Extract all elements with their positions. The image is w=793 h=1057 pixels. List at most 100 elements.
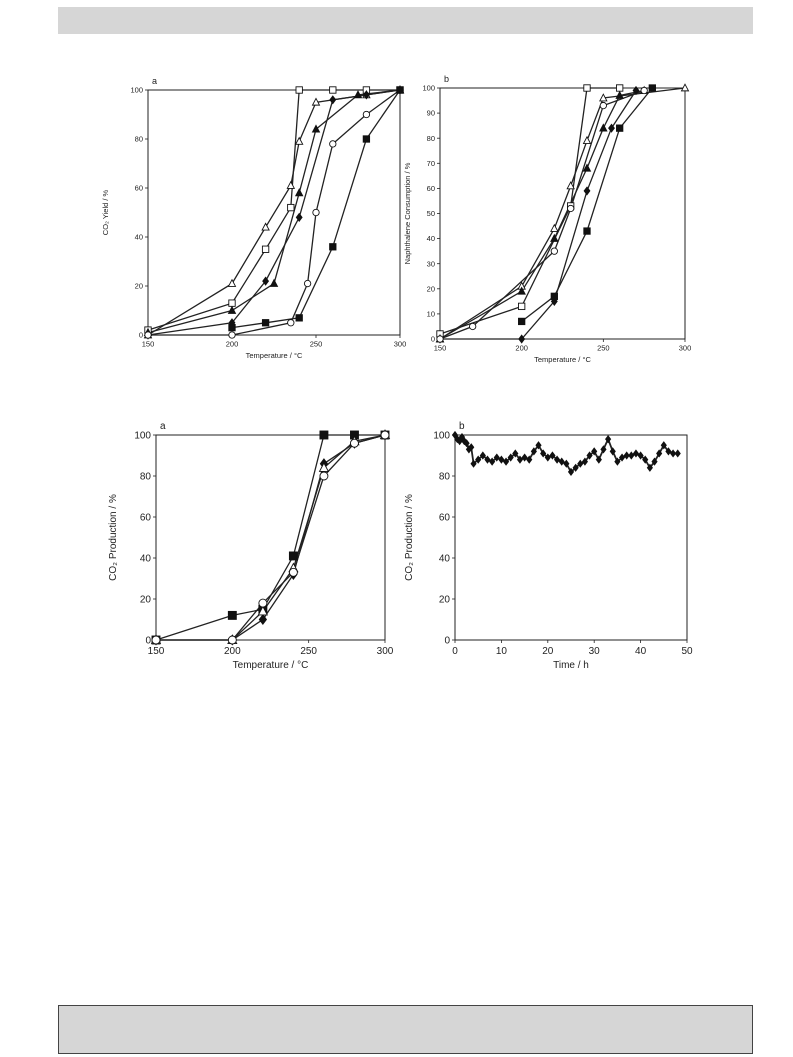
x-tick-label: 250	[597, 344, 610, 353]
y-tick-label: 80	[439, 472, 451, 483]
y-tick-label: 80	[140, 472, 152, 483]
data-point-triangle-open	[286, 180, 296, 189]
y-tick-label: 0	[444, 636, 450, 647]
series-line-diamond-filled	[156, 434, 386, 641]
x-axis-title: Temperature / °C	[534, 355, 591, 364]
data-point-square-filled	[227, 610, 237, 620]
y-tick-label: 0	[139, 331, 143, 340]
data-point-triangle-open	[261, 222, 270, 231]
y-tick-label: 20	[427, 284, 435, 293]
data-point-diamond-filled	[674, 449, 681, 458]
y-tick-label: 20	[439, 595, 451, 606]
data-point-triangle-filled	[294, 188, 304, 197]
data-point-diamond-filled	[468, 443, 475, 452]
x-tick-label: 150	[142, 340, 155, 349]
y-axis-title: Naphthalene Consumption / %	[403, 162, 412, 264]
data-point-square-open	[287, 203, 295, 212]
data-point-triangle-open	[311, 97, 321, 106]
data-point-diamond-filled	[484, 455, 491, 464]
data-point-triangle-filled	[353, 90, 363, 99]
x-tick-label: 200	[226, 340, 239, 349]
data-point-square-filled	[295, 314, 303, 322]
series-line-triangle-open	[439, 87, 686, 340]
data-point-diamond-filled	[258, 613, 268, 626]
y-tick-label: 80	[135, 135, 143, 144]
x-tick-label: 10	[496, 646, 508, 657]
data-point-diamond-filled	[479, 451, 486, 460]
y-tick-label: 20	[135, 282, 143, 291]
data-point-circle-open	[567, 204, 575, 213]
data-point-circle-open	[287, 319, 295, 327]
data-point-diamond-filled	[628, 451, 635, 460]
footer-band	[58, 1005, 753, 1054]
data-point-diamond-filled	[646, 463, 653, 472]
y-tick-label: 60	[427, 184, 435, 193]
data-point-diamond-filled	[586, 451, 593, 460]
data-point-circle-open	[350, 438, 359, 448]
data-point-square-filled	[288, 551, 298, 561]
y-axis-title: CO₂ Yield / %	[101, 189, 110, 235]
y-tick-label: 40	[135, 233, 143, 242]
data-point-triangle-filled	[227, 305, 237, 314]
data-point-triangle-open	[294, 136, 304, 145]
data-point-diamond-filled	[605, 434, 612, 444]
y-tick-label: 100	[130, 86, 143, 95]
data-point-diamond-filled	[581, 457, 589, 466]
data-point-circle-open	[227, 635, 237, 645]
data-point-square-filled	[616, 124, 624, 132]
x-axis-title: Time / h	[553, 660, 589, 671]
data-point-square-filled	[518, 317, 526, 326]
data-point-diamond-filled	[521, 453, 528, 462]
data-point-square-open	[295, 86, 303, 94]
data-point-diamond-filled	[563, 459, 570, 468]
y-tick-label: 70	[427, 159, 435, 168]
y-tick-label: 50	[427, 209, 435, 218]
data-point-triangle-open	[599, 93, 608, 102]
y-tick-label: 30	[427, 259, 435, 268]
y-tick-label: 60	[135, 184, 143, 193]
data-point-diamond-filled	[507, 453, 514, 462]
data-point-diamond-filled	[553, 455, 561, 464]
data-point-diamond-filled	[577, 459, 584, 468]
data-point-triangle-open	[318, 462, 330, 472]
data-point-circle-open	[436, 335, 444, 343]
data-point-diamond-filled	[660, 441, 667, 450]
data-point-diamond-filled	[518, 334, 526, 344]
data-point-diamond-filled	[591, 447, 598, 456]
data-point-square-filled	[648, 84, 656, 92]
data-point-circle-open	[288, 567, 298, 577]
data-point-square-filled	[261, 319, 270, 327]
y-tick-label: 100	[422, 84, 435, 93]
x-axis-title: Temperature / °C	[246, 351, 303, 360]
data-point-square-open	[261, 245, 270, 253]
data-point-triangle-filled	[582, 163, 592, 172]
panel-label: a	[152, 76, 157, 86]
data-point-square-open	[583, 84, 591, 92]
data-point-diamond-filled	[558, 457, 565, 466]
y-tick-label: 100	[433, 431, 450, 442]
data-point-diamond-filled	[362, 90, 370, 100]
data-point-diamond-filled	[600, 445, 607, 454]
data-point-square-filled	[550, 292, 558, 300]
data-point-diamond-filled	[656, 449, 663, 458]
data-point-diamond-filled	[475, 455, 482, 464]
x-tick-label: 30	[589, 646, 601, 657]
data-point-square-filled	[329, 243, 337, 251]
x-tick-label: 200	[224, 646, 241, 657]
x-tick-label: 40	[635, 646, 647, 657]
data-point-diamond-filled	[583, 186, 591, 196]
data-point-diamond-filled	[295, 212, 303, 222]
data-point-diamond-filled	[329, 95, 337, 105]
series-line-square-open	[147, 89, 400, 331]
series-line-triangle-open	[147, 89, 401, 336]
y-tick-label: 0	[431, 335, 435, 344]
panel-label: a	[160, 421, 166, 432]
header-band	[58, 7, 753, 34]
data-point-diamond-filled	[609, 447, 616, 456]
data-point-square-filled	[362, 135, 371, 143]
y-tick-label: 60	[140, 513, 152, 524]
series-line-diamond-filled	[440, 90, 637, 340]
panel-label: b	[459, 421, 465, 432]
y-tick-label: 20	[140, 595, 152, 606]
x-tick-label: 150	[148, 646, 165, 657]
